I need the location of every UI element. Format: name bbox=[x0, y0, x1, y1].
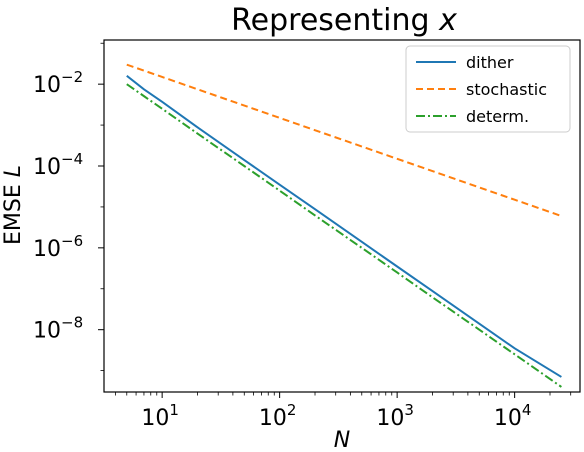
legend-label-3: determ. bbox=[466, 107, 529, 126]
axes-frame bbox=[103, 39, 581, 393]
legend-label-1: dither bbox=[466, 53, 514, 72]
x-tick-label-2: 102 bbox=[259, 401, 297, 431]
y-axis-label-var: L bbox=[1, 165, 26, 177]
series-line-3 bbox=[126, 83, 562, 388]
y-tick-label-4: 10−8 bbox=[33, 314, 83, 344]
x-tick-exponent: 3 bbox=[404, 401, 414, 419]
x-tick-base: 10 bbox=[376, 406, 404, 431]
series-line-2 bbox=[126, 63, 562, 217]
x-tick-label-1: 101 bbox=[141, 401, 179, 431]
y-tick-label-1: 10−2 bbox=[33, 68, 83, 98]
series-line-1 bbox=[126, 75, 562, 378]
chart-title-text: Representing bbox=[231, 3, 439, 38]
x-tick-exponent: 2 bbox=[287, 401, 297, 419]
plot-area bbox=[103, 39, 581, 393]
x-tick-exponent: 1 bbox=[169, 401, 179, 419]
y-tick-exponent: −6 bbox=[61, 232, 83, 250]
y-tick-base: 10 bbox=[33, 73, 61, 98]
x-tick-base: 10 bbox=[494, 406, 522, 431]
x-tick-label-3: 103 bbox=[376, 401, 414, 431]
chart-title-var: x bbox=[438, 3, 457, 38]
y-tick-base: 10 bbox=[33, 237, 61, 262]
x-tick-base: 10 bbox=[141, 406, 169, 431]
y-tick-exponent: −2 bbox=[61, 68, 83, 86]
legend: dither stochastic determ. bbox=[405, 45, 571, 133]
y-tick-exponent: −8 bbox=[61, 314, 83, 332]
chart-title: Representing x bbox=[231, 3, 457, 38]
legend-box bbox=[405, 45, 571, 133]
x-tick-exponent: 4 bbox=[522, 401, 532, 419]
y-tick-label-3: 10−6 bbox=[33, 232, 83, 262]
y-tick-base: 10 bbox=[33, 155, 61, 180]
x-tick-label-4: 104 bbox=[494, 401, 532, 431]
x-axis-label: N bbox=[334, 428, 350, 452]
legend-label-2: stochastic bbox=[466, 80, 547, 99]
y-axis-label: EMSE L bbox=[1, 165, 26, 245]
y-tick-exponent: −4 bbox=[61, 150, 83, 168]
x-tick-base: 10 bbox=[259, 406, 287, 431]
y-axis-label-text: EMSE bbox=[1, 177, 26, 245]
y-tick-label-2: 10−4 bbox=[33, 150, 83, 180]
y-tick-base: 10 bbox=[33, 319, 61, 344]
